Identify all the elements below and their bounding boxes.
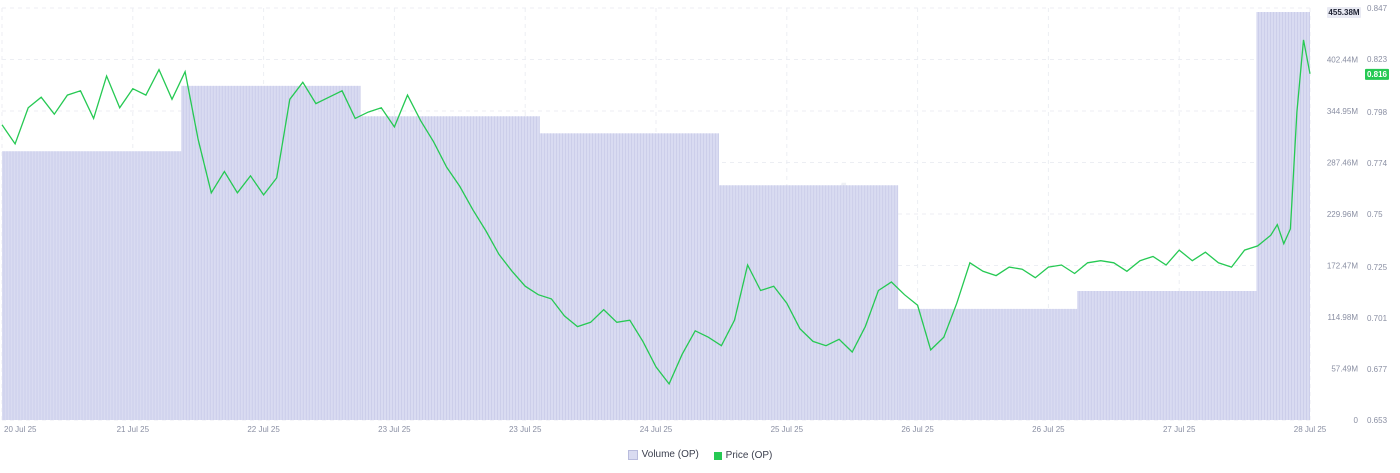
volume-bar[interactable] (2, 151, 182, 421)
x-tick-label: 25 Jul 25 (771, 425, 804, 434)
volume-tick-label: 344.95M (1327, 107, 1358, 116)
price-tick-label: 0.798 (1367, 108, 1388, 117)
x-tick-label: 28 Jul 25 (1294, 425, 1327, 434)
x-tick-label: 23 Jul 25 (378, 425, 411, 434)
volume-bar[interactable] (539, 133, 719, 420)
current-value-badges: 455.38M 0.816 (1327, 7, 1389, 80)
price-tick-label: 0.725 (1367, 263, 1388, 272)
x-tick-label: 23 Jul 25 (509, 425, 542, 434)
legend-item-price[interactable]: Price (OP) (713, 450, 773, 461)
price-tick-label: 0.823 (1367, 55, 1388, 64)
price-tick-label: 0.701 (1367, 314, 1388, 323)
volume-tick-label: 287.46M (1327, 158, 1358, 167)
legend-item-volume[interactable]: Volume (OP) (627, 449, 699, 460)
legend-volume-label: Volume (OP) (641, 449, 699, 460)
price-tick-label: 0.677 (1367, 365, 1388, 374)
x-tick-label: 21 Jul 25 (117, 425, 150, 434)
price-tick-label: 0.75 (1367, 210, 1383, 219)
x-tick-label: 20 Jul 25 (4, 425, 37, 434)
x-tick-label: 26 Jul 25 (901, 425, 934, 434)
price-axis-ticks: 0.653 0.677 0.701 0.725 0.75 0.774 0.798 0.823 0… (1367, 4, 1388, 425)
volume-bar[interactable] (360, 116, 540, 420)
volume-current-badge (1327, 7, 1361, 19)
x-tick-label: 22 Jul 25 (247, 425, 280, 434)
price-tick-label: 0.847 (1367, 4, 1388, 13)
x-tick-label: 24 Jul 25 (640, 425, 673, 434)
legend: Volume (OP) Price (OP) (0, 449, 1400, 463)
volume-bar[interactable] (1256, 12, 1310, 421)
price-swatch (713, 451, 722, 460)
legend-price-label: Price (OP) (725, 450, 773, 461)
volume-bar[interactable] (897, 308, 1078, 420)
volume-tick-label: 114.98M (1327, 313, 1358, 322)
volume-bar[interactable] (1077, 290, 1257, 420)
price-current-badge (1365, 68, 1389, 80)
x-axis-ticks: 20 Jul 25 21 Jul 25 22 Jul 25 23 Jul 25 23 J… (4, 425, 1327, 434)
x-tick-label: 27 Jul 25 (1163, 425, 1196, 434)
volume-tick-label: 57.49M (1331, 364, 1358, 373)
price-tick-label: 0.653 (1367, 416, 1388, 425)
volume-bar[interactable] (718, 185, 898, 420)
volume-axis-ticks: 0 57.49M 114.98M 172.47M 229.96M 287.46M 344.9… (1327, 55, 1359, 425)
x-tick-label: 26 Jul 25 (1032, 425, 1065, 434)
volume-tick-label: 172.47M (1327, 261, 1358, 270)
price-tick-label: 0.774 (1367, 159, 1388, 168)
volume-tick-label: 0 (1354, 416, 1359, 425)
price-current-label: 0.816 (1367, 70, 1388, 79)
volume-bars (2, 12, 1310, 421)
volume-current-label: 455.38M (1328, 8, 1359, 17)
volume-tick-label: 229.96M (1327, 210, 1358, 219)
volume-tick-label: 402.44M (1327, 55, 1358, 64)
volume-bar[interactable] (181, 85, 361, 421)
price-line (1, 39, 1311, 386)
volume-swatch (627, 449, 638, 460)
